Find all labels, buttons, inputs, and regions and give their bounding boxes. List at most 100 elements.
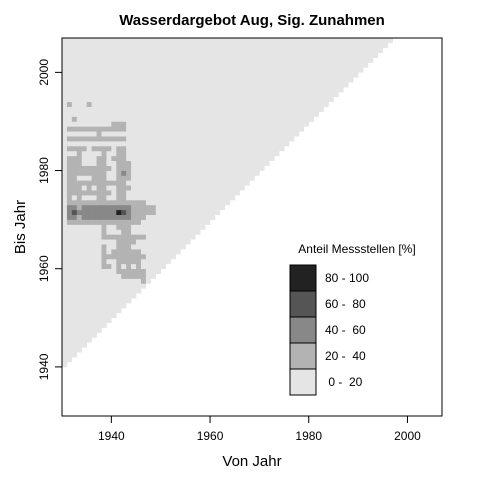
heatmap-cell — [96, 47, 102, 54]
heatmap-cell — [62, 136, 68, 142]
heatmap-cell — [254, 42, 260, 49]
heatmap-cell — [150, 165, 157, 171]
heatmap-cell — [101, 263, 107, 270]
heatmap-cell — [190, 150, 196, 157]
legend-label: 40 - 60 — [325, 323, 366, 337]
heatmap-cell — [62, 342, 68, 348]
heatmap-cell — [160, 195, 166, 201]
heatmap-cell — [81, 136, 87, 142]
heatmap-cell — [185, 72, 191, 78]
heatmap-cell — [96, 288, 102, 294]
heatmap-cell — [160, 57, 166, 63]
heatmap-cell — [165, 258, 171, 265]
heatmap-cell — [303, 121, 310, 127]
heatmap-cell — [86, 195, 92, 201]
heatmap-cell — [367, 52, 374, 58]
heatmap-cell — [81, 283, 87, 289]
heatmap-cell — [195, 224, 201, 230]
heatmap-cell — [343, 47, 349, 54]
heatmap-cell — [224, 67, 231, 73]
heatmap-cell — [343, 67, 349, 73]
heatmap-cell — [86, 141, 92, 147]
heatmap-cell — [170, 146, 176, 152]
heatmap-cell — [71, 234, 78, 240]
heatmap-cell — [274, 62, 280, 68]
heatmap-cell — [96, 229, 102, 235]
heatmap-cell — [165, 175, 171, 181]
heatmap-cell — [116, 185, 122, 191]
heatmap-cell — [62, 92, 68, 98]
heatmap-cell — [195, 47, 201, 54]
heatmap-cell — [308, 57, 314, 63]
heatmap-cell — [101, 106, 107, 112]
heatmap-cell — [249, 175, 255, 181]
heatmap-cell — [116, 258, 122, 265]
heatmap-cell — [106, 303, 112, 309]
heatmap-cell — [136, 234, 142, 240]
heatmap-cell — [165, 234, 171, 240]
heatmap-cell — [219, 180, 226, 186]
heatmap-cell — [121, 96, 127, 103]
heatmap-cell — [145, 239, 152, 245]
heatmap-cell — [71, 200, 78, 206]
heatmap-cell — [175, 170, 181, 176]
heatmap-cell — [323, 67, 329, 73]
heatmap-cell — [249, 126, 255, 132]
heatmap-cell — [274, 141, 280, 147]
heatmap-cell — [86, 268, 92, 274]
heatmap-cell — [210, 170, 216, 176]
heatmap-cell — [76, 57, 83, 63]
heatmap-cell — [86, 327, 92, 333]
heatmap-cell — [160, 190, 166, 196]
heatmap-cell — [175, 200, 181, 206]
heatmap-cell — [96, 87, 102, 93]
heatmap-cell — [289, 47, 295, 54]
heatmap-cell — [121, 131, 127, 137]
heatmap-cell — [71, 111, 78, 117]
heatmap-cell — [284, 62, 290, 68]
heatmap-cell — [205, 57, 211, 63]
heatmap-cell — [111, 121, 117, 127]
heatmap-cell — [81, 180, 87, 186]
heatmap-cell — [121, 204, 127, 211]
heatmap-cell — [165, 214, 171, 220]
heatmap-cell — [185, 190, 191, 196]
heatmap-cell — [190, 219, 196, 225]
heatmap-cell — [131, 42, 137, 49]
heatmap-cell — [170, 155, 176, 162]
heatmap-cell — [106, 106, 112, 112]
heatmap-cell — [145, 229, 152, 235]
heatmap-cell — [121, 82, 127, 88]
heatmap-cell — [224, 190, 231, 196]
heatmap-cell — [121, 214, 127, 220]
heatmap-cell — [96, 278, 102, 284]
heatmap-cell — [175, 38, 181, 44]
heatmap-cell — [219, 195, 226, 201]
heatmap-cell — [165, 229, 171, 235]
heatmap-cell — [62, 258, 68, 265]
heatmap-cell — [244, 38, 250, 44]
heatmap-cell — [279, 101, 285, 108]
heatmap-cell — [140, 170, 147, 176]
heatmap-cell — [126, 62, 132, 68]
heatmap-cell — [155, 150, 162, 157]
heatmap-cell — [76, 288, 83, 294]
heatmap-cell — [224, 42, 231, 49]
heatmap-cell — [180, 170, 186, 176]
heatmap-cell — [372, 42, 379, 49]
heatmap-cell — [106, 52, 112, 58]
heatmap-cell — [254, 101, 260, 108]
heatmap-cell — [195, 155, 201, 162]
heatmap-cell — [190, 195, 196, 201]
heatmap-cell — [150, 62, 157, 68]
heatmap-cell — [111, 200, 117, 206]
heatmap-cell — [214, 57, 221, 63]
heatmap-cell — [145, 234, 152, 240]
heatmap-cell — [190, 136, 196, 142]
heatmap-cell — [224, 121, 231, 127]
heatmap-cell — [185, 175, 191, 181]
heatmap-cell — [101, 136, 107, 142]
heatmap-cell — [66, 342, 73, 348]
heatmap-cell — [180, 155, 186, 162]
heatmap-cell — [91, 204, 97, 211]
